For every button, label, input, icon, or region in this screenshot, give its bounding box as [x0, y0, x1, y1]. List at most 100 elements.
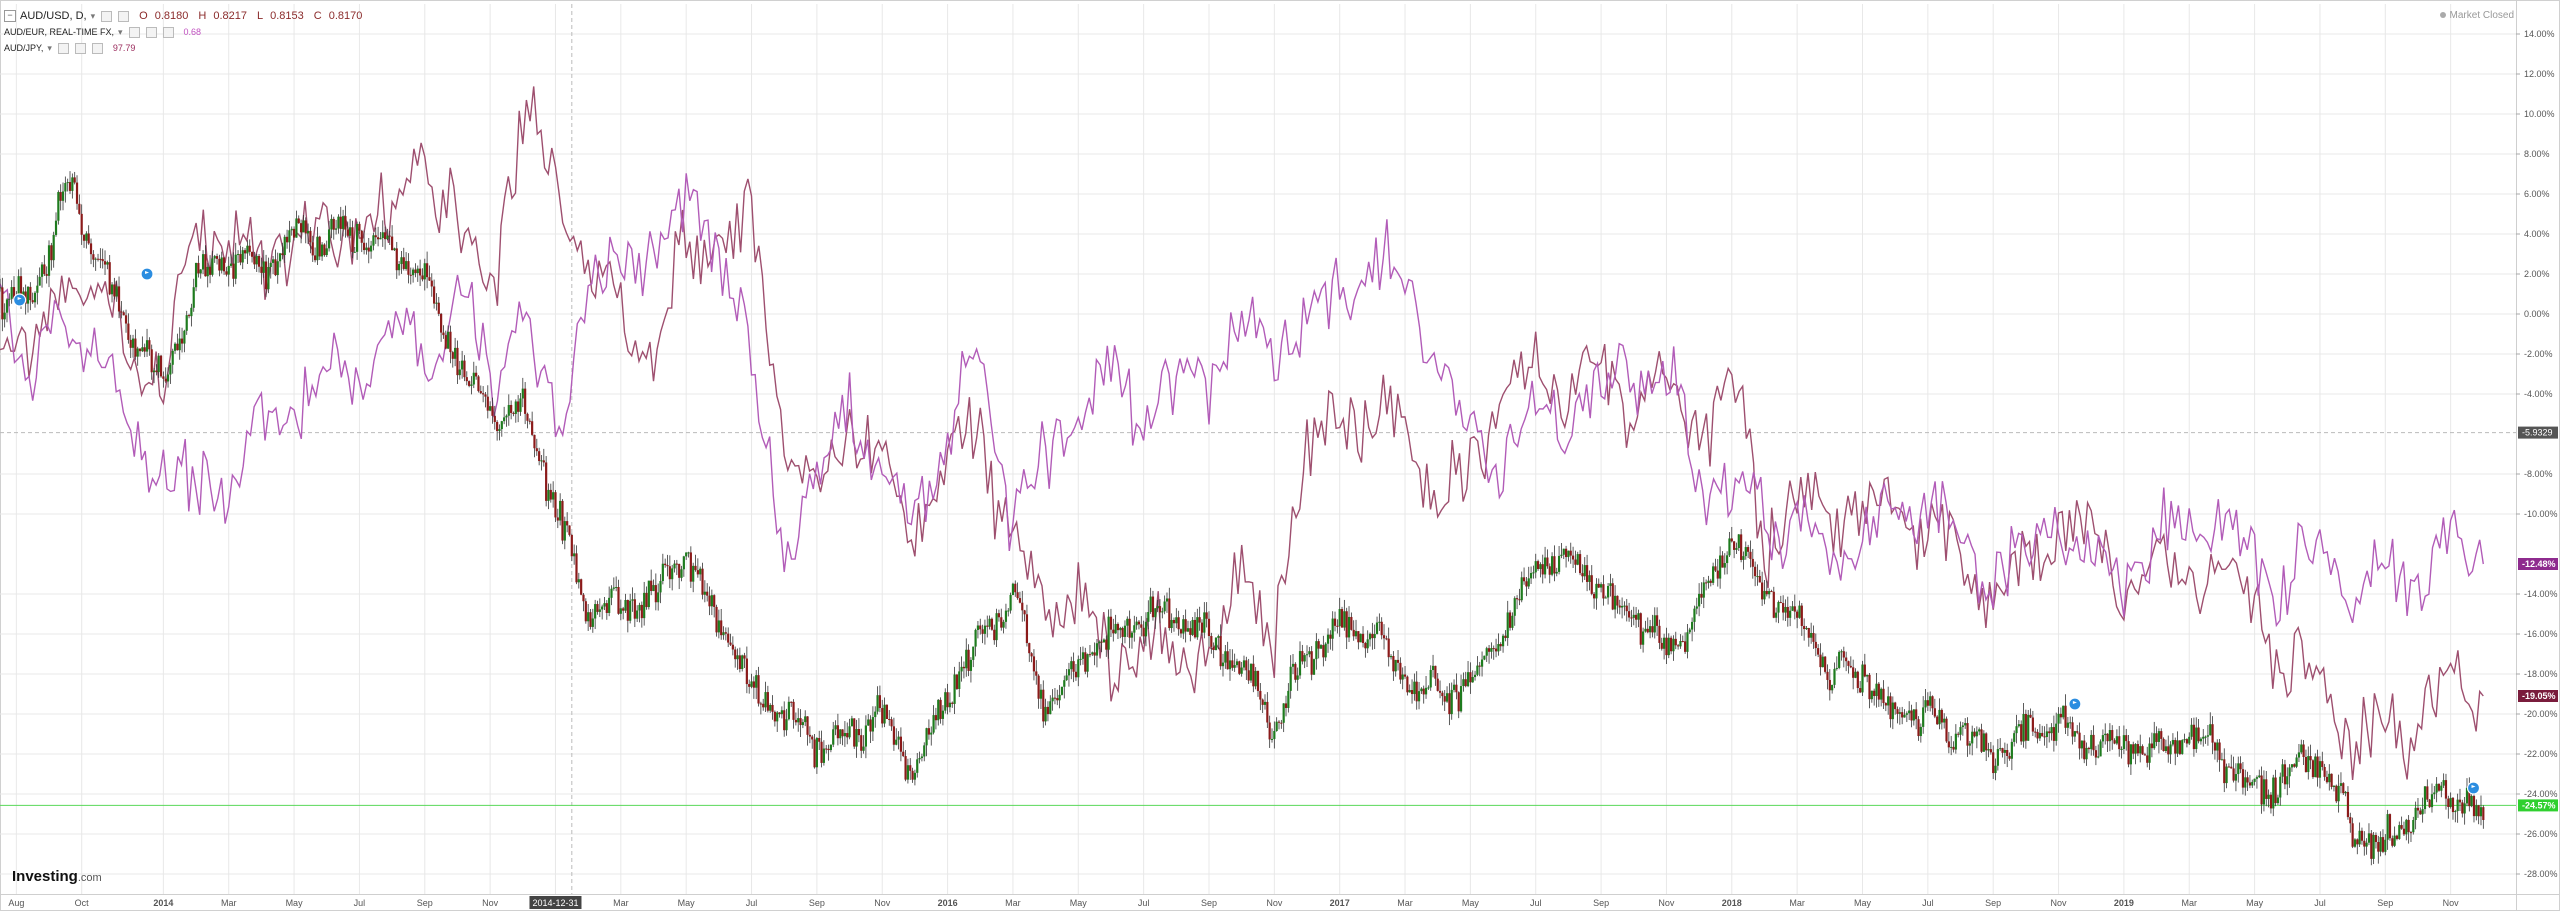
candle-body	[559, 500, 562, 521]
y-tick-label: -26.00%	[2524, 829, 2558, 839]
candle-body	[1298, 651, 1302, 676]
aud-jpy-hide-icon[interactable]	[74, 42, 86, 54]
aud-eur-settings-icon[interactable]	[128, 26, 140, 38]
candle-body	[1476, 665, 1479, 675]
candle-body	[1789, 610, 1792, 618]
legend-row-main: − AUD/USD, D, ▾ O 0.8180 H 0.8217 L 0.81…	[4, 8, 362, 24]
candle-body	[241, 250, 244, 263]
candle-body	[1637, 613, 1640, 620]
candle-body	[1807, 627, 1810, 638]
event-markers[interactable]	[13, 267, 2481, 795]
candle-body	[1112, 629, 1115, 634]
candle-body	[2246, 777, 2249, 783]
candle-body	[1175, 617, 1178, 624]
candle-body	[1929, 696, 1932, 706]
candle-body	[547, 489, 550, 501]
collapse-toggle-icon[interactable]: −	[4, 10, 16, 22]
candle-body	[1282, 703, 1285, 723]
candle-body	[1828, 679, 1831, 691]
candle-body	[808, 734, 811, 737]
candle-body	[1049, 701, 1052, 715]
x-tick-label: Mar	[221, 898, 237, 908]
candle-body	[967, 649, 970, 671]
candle-body	[1954, 733, 1957, 750]
main-dropdown-icon[interactable]: ▾	[90, 11, 96, 21]
candle-body	[2141, 746, 2144, 755]
candle-body	[561, 500, 564, 541]
candle-body	[580, 579, 583, 595]
candle-body	[351, 227, 354, 252]
candle-body	[267, 266, 270, 290]
candle-body	[1415, 681, 1418, 702]
candle-body	[1644, 628, 1647, 632]
aud-jpy-dropdown-icon[interactable]: ▾	[47, 43, 52, 53]
candle-body	[1712, 566, 1715, 583]
event-marker-icon[interactable]	[140, 267, 154, 281]
aud-jpy-remove-icon[interactable]	[91, 42, 103, 54]
candle-body	[925, 728, 928, 746]
brand-name: Investing	[12, 868, 78, 885]
main-symbol-label[interactable]: AUD/USD, D,	[20, 10, 87, 22]
x-tick-label: 2019	[2114, 898, 2134, 908]
candle-body	[1912, 709, 1915, 721]
candle-body	[2153, 733, 2156, 749]
candle-body	[883, 704, 886, 724]
aud-eur-dropdown-icon[interactable]: ▾	[118, 27, 123, 37]
x-tick-label: Nov	[1658, 898, 1675, 908]
candle-body	[1268, 722, 1271, 740]
candle-body	[1908, 710, 1911, 714]
aud-jpy-symbol-label[interactable]: AUD/JPY,	[4, 43, 44, 53]
candle-body	[2038, 732, 2041, 739]
candle-body	[1532, 572, 1535, 574]
candle-body	[92, 254, 95, 260]
event-marker-icon[interactable]	[13, 293, 27, 307]
candle-body	[748, 684, 751, 687]
aud-jpy-settings-icon[interactable]	[57, 42, 69, 54]
hide-box-icon[interactable]	[118, 10, 130, 22]
candle-body	[1424, 687, 1428, 695]
candle-body	[953, 674, 956, 704]
candle-body	[1266, 701, 1269, 723]
candle-body	[1985, 733, 1988, 751]
candle-body	[367, 247, 370, 252]
candle-body	[2132, 744, 2135, 754]
candle-body	[2234, 774, 2238, 781]
candle-body	[29, 286, 32, 301]
candle-body	[633, 599, 636, 619]
candle-body	[1833, 668, 1836, 685]
candle-body	[2059, 713, 2062, 718]
candle-body	[855, 729, 858, 747]
candle-body	[2092, 734, 2095, 751]
candle-body	[939, 699, 942, 719]
settings-box-icon[interactable]	[101, 10, 113, 22]
candle-body	[1322, 645, 1325, 658]
candle-body	[1366, 639, 1369, 649]
candle-body	[1894, 702, 1897, 710]
candle-body	[1147, 611, 1150, 622]
candle-body	[323, 244, 326, 256]
aud-eur-remove-icon[interactable]	[162, 26, 174, 38]
candle-body	[262, 261, 265, 273]
candle-body	[1501, 635, 1505, 647]
aud-eur-symbol-label[interactable]: AUD/EUR, REAL-TIME FX,	[4, 27, 115, 37]
event-marker-icon[interactable]	[2466, 781, 2481, 795]
candle-body	[2048, 731, 2051, 734]
candle-body	[297, 218, 300, 224]
candle-body	[2353, 839, 2357, 847]
candle-body	[66, 182, 69, 184]
candle-body	[239, 254, 242, 263]
aud-eur-hide-icon[interactable]	[145, 26, 157, 38]
candle-body	[743, 655, 746, 659]
candle-body	[1438, 690, 1442, 693]
candle-body	[1973, 731, 1976, 737]
x-tick-label: Jul	[746, 898, 758, 908]
candle-body	[2122, 735, 2125, 749]
event-marker-icon[interactable]	[2068, 697, 2082, 711]
brand-domain: .com	[77, 872, 102, 884]
candle-body	[496, 421, 499, 432]
candle-body	[1074, 671, 1078, 678]
candle-body	[1170, 619, 1173, 629]
candle-body	[1294, 663, 1297, 680]
candle-body	[2374, 834, 2378, 843]
